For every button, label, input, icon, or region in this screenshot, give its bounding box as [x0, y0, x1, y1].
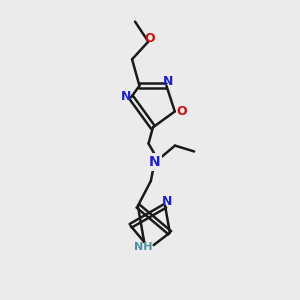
- Text: N: N: [148, 155, 160, 169]
- Text: O: O: [144, 32, 155, 45]
- Text: N: N: [161, 195, 172, 208]
- Text: NH: NH: [134, 242, 153, 252]
- Text: O: O: [176, 105, 187, 118]
- Text: N: N: [121, 90, 131, 103]
- Text: N: N: [162, 75, 173, 88]
